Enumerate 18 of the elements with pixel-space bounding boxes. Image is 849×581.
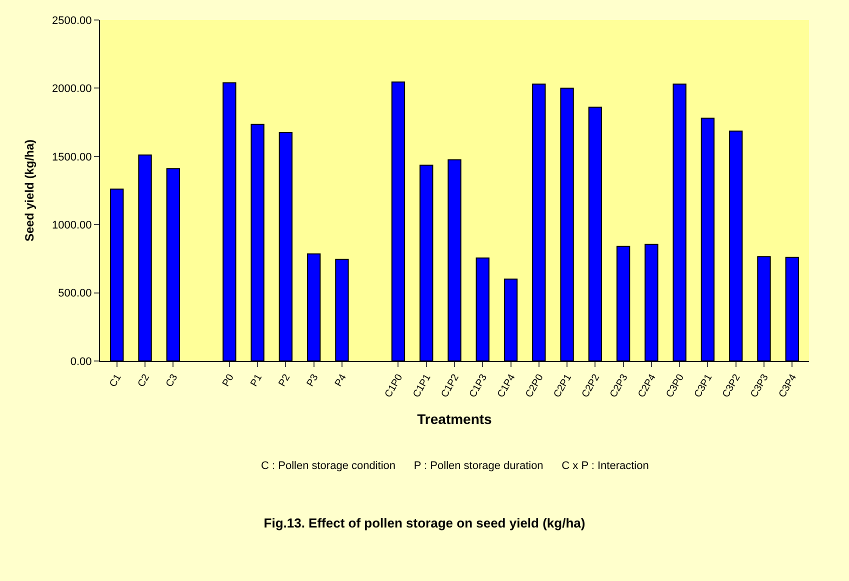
x-tick-label: P2 <box>276 372 293 389</box>
x-tick-label: P1 <box>248 372 265 389</box>
y-tick-label: 500.00 <box>58 288 92 300</box>
y-tick-label: 2500.00 <box>52 14 92 27</box>
x-tick-label: P4 <box>333 372 350 389</box>
x-tick-label: P3 <box>305 372 321 389</box>
x-axis-title: Treatments <box>417 410 492 427</box>
x-tick-label: C2 <box>136 372 152 390</box>
y-axis-title: Seed yield (kg/ha) <box>22 139 36 242</box>
y-tick-label: 0.00 <box>70 356 92 368</box>
text: Fig.13. Effect of pollen storage on seed yield (kg/ha) <box>264 515 586 530</box>
y-tick-label: 1500.00 <box>52 151 92 164</box>
x-tick-label: P0 <box>220 372 237 389</box>
y-tick-label: 2000.00 <box>52 83 92 96</box>
y-tick-label: 1000.00 <box>52 219 92 232</box>
x-tick-label: C1 <box>108 372 124 390</box>
x-tick-label: C3 <box>164 372 180 390</box>
text: C : Pollen storage condition P : Pollen storage duration C x P : Interaction <box>261 460 649 472</box>
